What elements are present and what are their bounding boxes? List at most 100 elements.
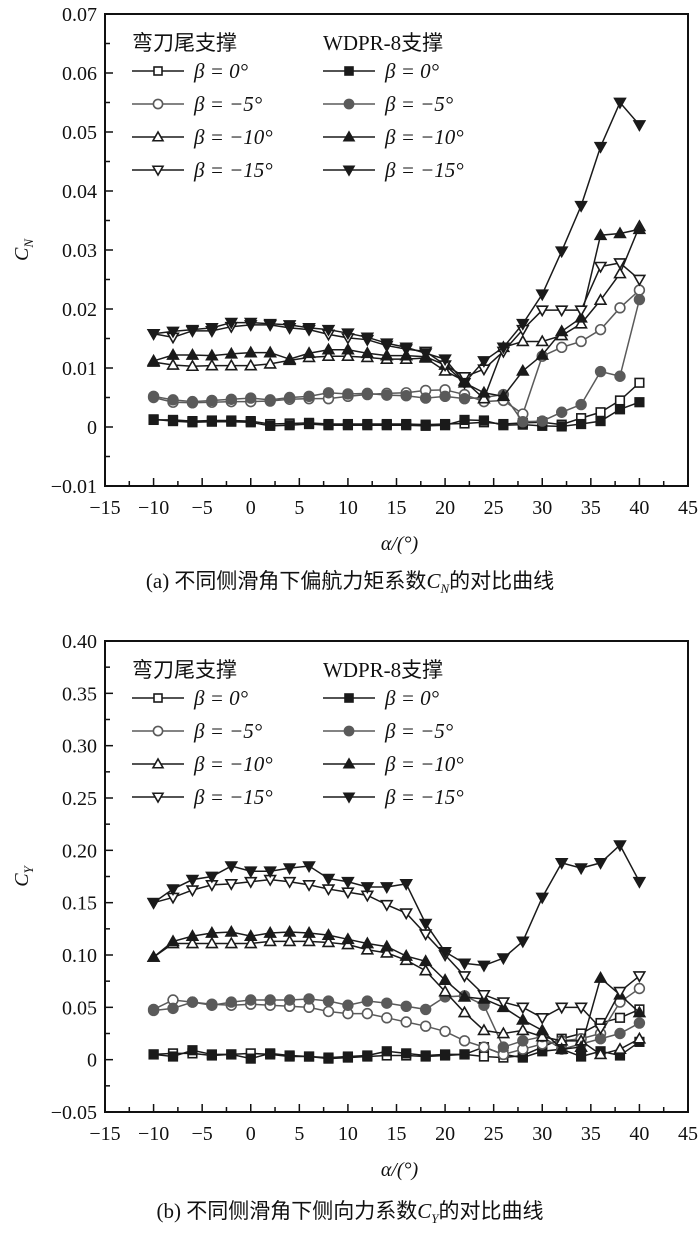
y-tick-label: 0 [87, 417, 97, 439]
data-point [419, 392, 432, 404]
y-label-symbol: C [11, 247, 33, 261]
data-point [205, 323, 219, 335]
legend-label: β = 0° [384, 686, 440, 710]
data-point [264, 394, 276, 406]
chart-panel-b: −0.05 0 0.05 0.10 0.15 0.20 0.25 0.30 0.35 0.40 −1… [11, 631, 698, 1226]
data-point [439, 390, 451, 403]
data-point [496, 1026, 511, 1039]
data-point [362, 420, 373, 431]
data-point [478, 415, 490, 426]
series [148, 397, 645, 432]
legend: 弯刀尾支撑 WDPR-8支撑 β = 0° β = 0° β = −5° β = −5° β… [132, 658, 464, 809]
data-point [283, 994, 296, 1006]
legend-item: β = −15° [132, 158, 273, 182]
data-point [381, 389, 393, 401]
data-point [342, 420, 354, 431]
data-point [574, 1040, 588, 1052]
data-point [633, 1017, 646, 1029]
data-point [282, 863, 297, 876]
legend-group-title-wdpr8: WDPR-8支撑 [323, 31, 443, 55]
data-point [224, 346, 239, 359]
data-point [302, 323, 316, 335]
data-point [593, 228, 608, 241]
legend-marker-circle [343, 725, 355, 737]
data-point [613, 840, 627, 853]
data-point [633, 284, 646, 296]
data-point [574, 316, 588, 329]
legend-label: β = −5° [193, 92, 263, 116]
data-point [401, 420, 412, 431]
data-point [399, 949, 413, 961]
legend-marker-triangle-up [342, 130, 356, 142]
legend-group-title-scimitar: 弯刀尾支撑 [132, 31, 237, 55]
data-point [613, 986, 627, 999]
data-point [535, 334, 550, 347]
data-point [147, 1004, 160, 1017]
caption-symbol: C [426, 569, 441, 593]
legend-item: β = −10° [132, 125, 273, 149]
data-point [554, 1042, 569, 1055]
data-point [167, 415, 179, 427]
data-point [245, 994, 257, 1006]
legend-item: β = −5° [323, 92, 454, 116]
data-point [419, 1020, 432, 1032]
y-tick-label: 0.35 [62, 683, 97, 705]
data-point [185, 324, 200, 337]
y-tick-label: −0.01 [51, 476, 97, 498]
legend-item: β = −10° [132, 752, 273, 776]
data-point [360, 346, 375, 359]
y-tick-label: 0.05 [62, 122, 97, 144]
data-point [497, 1041, 510, 1053]
data-point [614, 302, 626, 314]
data-point [167, 394, 179, 406]
data-point [323, 420, 334, 431]
data-point [148, 414, 159, 425]
data-point [303, 418, 315, 430]
data-point [224, 317, 239, 330]
legend-marker-triangle-down [151, 792, 165, 804]
data-point [535, 1023, 550, 1036]
data-point [594, 1033, 607, 1045]
data-point [496, 997, 511, 1010]
data-point [284, 1050, 295, 1061]
legend-marker-triangle-up [342, 757, 356, 769]
data-point [575, 335, 587, 348]
data-point [167, 1051, 179, 1062]
data-point [613, 1042, 627, 1055]
data-point [516, 1002, 530, 1015]
data-point [535, 348, 550, 360]
caption-prefix: (a) 不同侧滑角下偏航力矩系数 [146, 569, 427, 593]
x-tick-label: 40 [629, 497, 649, 519]
data-point [321, 935, 336, 948]
data-point [381, 997, 393, 1009]
y-tick-label: 0.07 [62, 4, 97, 26]
legend-label: β = 0° [193, 59, 249, 83]
data-point [381, 1046, 392, 1057]
data-point [264, 994, 276, 1006]
data-point [419, 1003, 432, 1016]
series [146, 219, 647, 404]
data-point [457, 971, 472, 983]
data-point [399, 342, 413, 355]
data-point [517, 1035, 529, 1047]
data-point [613, 226, 627, 239]
data-point [342, 999, 354, 1011]
data-point [632, 1031, 647, 1044]
data-point [574, 1002, 588, 1015]
x-tick-label: 0 [246, 1123, 256, 1145]
data-point [225, 393, 238, 405]
data-point [613, 266, 627, 279]
data-point [243, 345, 258, 358]
data-point [148, 1049, 159, 1060]
data-point [187, 417, 198, 428]
legend-label: β = 0° [193, 686, 249, 710]
data-point [517, 415, 529, 428]
y-label-subscript: N [21, 238, 36, 249]
data-point [226, 416, 237, 427]
data-point [457, 989, 472, 1002]
data-point [614, 1012, 626, 1023]
legend-label: β = −15° [193, 158, 273, 182]
legend-item: β = 0° [323, 59, 440, 83]
data-point [498, 420, 509, 431]
